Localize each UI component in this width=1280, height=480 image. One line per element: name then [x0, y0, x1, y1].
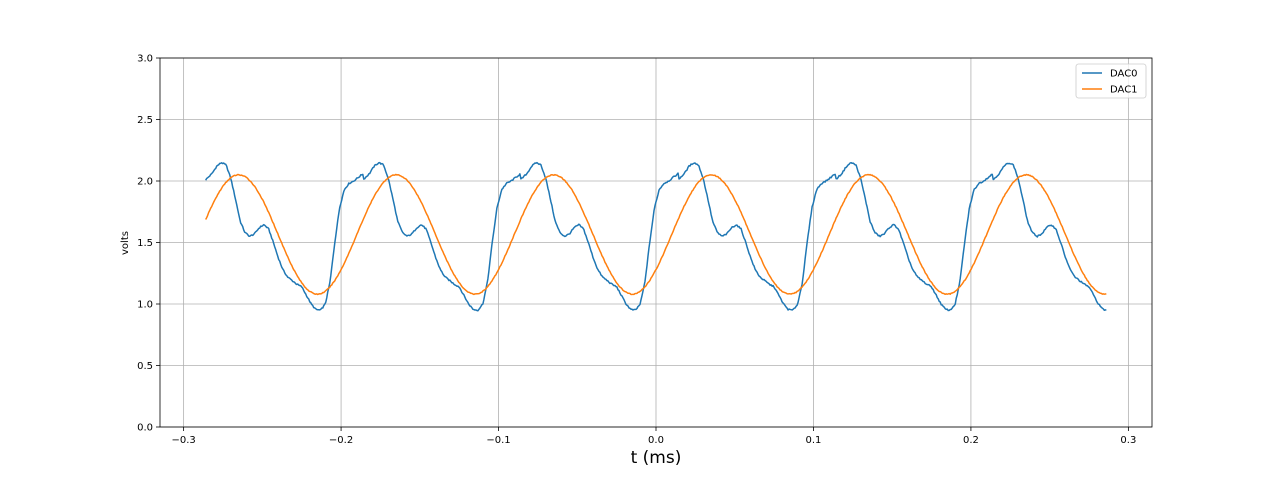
legend-label-dac1: DAC1 [1110, 85, 1138, 96]
series-dac0-line [205, 161, 1107, 312]
y-tick-label: 1.0 [137, 300, 153, 311]
x-tick-label: 0.2 [963, 435, 979, 446]
x-tick-label: 0.0 [648, 435, 664, 446]
x-axis-label: t (ms) [631, 448, 682, 468]
y-tick-label: 1.5 [137, 238, 153, 249]
y-tick-label: 2.5 [137, 115, 153, 126]
x-tick-label: 0.3 [1120, 435, 1136, 446]
y-tick-label: 0.5 [137, 361, 153, 372]
y-tick-label: 2.0 [137, 177, 153, 188]
x-tick-label: 0.1 [806, 435, 822, 446]
legend: DAC0 DAC1 [1075, 63, 1147, 99]
series-layer [205, 161, 1107, 312]
series-dac1-line [205, 173, 1107, 296]
y-tick-label: 0.0 [137, 423, 153, 434]
y-axis-label: volts [120, 231, 131, 255]
x-tick-label: −0.2 [329, 435, 353, 446]
x-tick-label: −0.1 [486, 435, 510, 446]
axis-ticks: −0.3 −0.2 −0.1 0.0 0.1 0.2 0.3 0.0 0.5 1.0 1.5 2.0 2… [137, 54, 1136, 447]
y-tick-label: 3.0 [137, 54, 153, 65]
x-tick-label: −0.3 [171, 435, 195, 446]
legend-label-dac0: DAC0 [1110, 69, 1138, 80]
